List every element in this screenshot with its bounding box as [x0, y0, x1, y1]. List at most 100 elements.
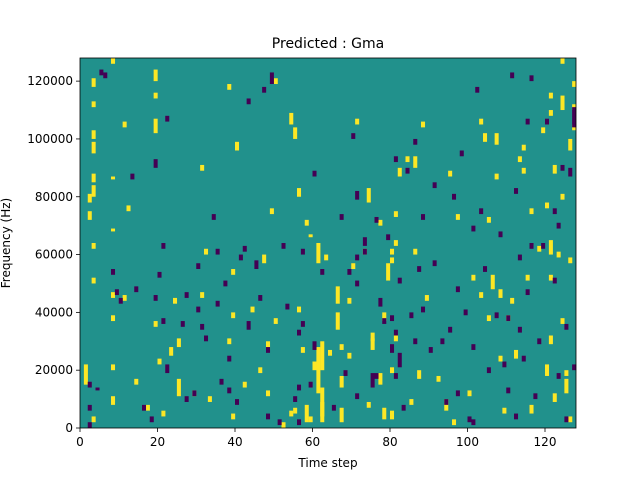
heatmap-cell-high: [521, 167, 526, 174]
heatmap-cell-high: [153, 118, 158, 134]
heatmap-cell-low: [254, 260, 259, 270]
heatmap-cell-low: [421, 214, 426, 220]
heatmap-cell-high: [273, 78, 278, 85]
heatmap-cell-low: [525, 289, 530, 296]
heatmap-cell-low: [153, 295, 158, 301]
heatmap-cell-high: [235, 141, 240, 151]
heatmap-cell-high: [351, 263, 356, 270]
heatmap-cell-low: [153, 159, 158, 168]
heatmap-cell-low: [556, 222, 561, 229]
heatmap-cell-high: [157, 358, 162, 365]
heatmap-cell-high: [281, 422, 286, 428]
heatmap-cell-high: [273, 318, 278, 324]
heatmap-cell-low: [390, 315, 395, 322]
heatmap-cell-low: [165, 364, 170, 374]
heatmap-cell-high: [134, 378, 139, 385]
heatmap-cell-low: [355, 393, 360, 400]
heatmap-cell-high: [490, 274, 495, 290]
heatmap-cell-high: [258, 367, 263, 374]
heatmap-cell-high: [393, 240, 398, 246]
heatmap-cell-low: [331, 404, 336, 411]
heatmap-cell-high: [548, 335, 553, 345]
heatmap-cell-low: [215, 300, 220, 307]
heatmap-cell-low: [397, 277, 402, 284]
heatmap-cell-high: [308, 416, 313, 423]
heatmap-cell-high: [335, 286, 340, 304]
heatmap-cell-low: [393, 156, 398, 163]
heatmap-cell-high: [413, 248, 418, 255]
heatmap-cell-low: [514, 188, 519, 194]
heatmap-cell-low: [448, 326, 453, 333]
heatmap-cell-low: [103, 72, 108, 79]
heatmap-cell-low: [483, 266, 488, 272]
heatmap-cell-high: [91, 78, 96, 87]
heatmap-cell-low: [320, 269, 325, 275]
heatmap-cell-low: [362, 248, 367, 255]
x-tick-label: 120: [534, 435, 557, 449]
heatmap-cell-high: [328, 349, 333, 356]
heatmap-cell-low: [568, 167, 573, 177]
heatmap-cell-high: [421, 121, 426, 128]
heatmap-cell-low: [467, 416, 472, 423]
heatmap-cell-low: [246, 98, 251, 105]
heatmap-cell-low: [351, 133, 356, 139]
heatmap-cell-low: [223, 280, 228, 287]
heatmap-cell-high: [502, 407, 507, 414]
heatmap-cell-high: [339, 375, 344, 388]
heatmap-cell-high: [250, 306, 255, 313]
heatmap-cell-high: [390, 248, 395, 255]
heatmap-cell-low: [517, 254, 522, 261]
heatmap-cell-high: [153, 321, 158, 327]
heatmap-cell-low: [300, 248, 305, 255]
heatmap-cell-low: [355, 190, 360, 200]
heatmap-cell-low: [405, 167, 410, 174]
heatmap-cell-low: [471, 419, 476, 426]
heatmap-cell-high: [83, 364, 88, 385]
heatmap-cell-high: [390, 410, 395, 420]
heatmap-cell-high: [161, 410, 166, 417]
heatmap-cell-high: [339, 407, 344, 423]
heatmap-cell-high: [386, 263, 391, 281]
heatmap-cell-high: [409, 399, 414, 405]
heatmap-cell-high: [111, 315, 116, 322]
heatmap-cell-low: [149, 416, 154, 423]
heatmap-cell-high: [548, 274, 553, 281]
heatmap-cell-low: [281, 243, 286, 249]
heatmap-cell-low: [444, 399, 449, 405]
heatmap-cell-high: [200, 164, 205, 171]
y-tick-label: 40000: [35, 305, 73, 319]
heatmap-cell-high: [297, 188, 302, 197]
heatmap-cell-high: [448, 170, 453, 177]
heatmap-cell-high: [572, 124, 577, 131]
heatmap-cell-high: [320, 341, 325, 371]
heatmap-cell-low: [471, 344, 476, 350]
heatmap-cell-low: [142, 404, 147, 411]
heatmap-cell-low: [227, 355, 232, 362]
heatmap-cell-high: [452, 419, 457, 426]
heatmap-cell-high: [169, 347, 174, 356]
heatmap-cell-low: [362, 237, 367, 246]
heatmap-cell-low: [242, 245, 247, 252]
heatmap-cell-low: [300, 321, 305, 327]
heatmap-cell-high: [548, 92, 553, 99]
heatmap-cell-low: [215, 248, 220, 255]
heatmap-cell-low: [118, 297, 123, 304]
heatmap-cell-high: [91, 277, 96, 284]
heatmap-cell-high: [111, 399, 116, 405]
heatmap-cell-high: [556, 251, 561, 258]
heatmap-cell-low: [99, 69, 104, 76]
heatmap-cell-high: [145, 404, 150, 411]
heatmap-cell-high: [126, 205, 131, 212]
heatmap-cell-high: [529, 208, 534, 215]
heatmap-cell-high: [498, 355, 503, 362]
heatmap-cell-high: [370, 332, 375, 342]
heatmap-cell-low: [246, 321, 251, 330]
y-tick-label: 60000: [35, 248, 73, 262]
heatmap-cell-low: [386, 234, 391, 241]
heatmap-cell-low: [502, 361, 507, 368]
heatmap-cell-high: [560, 318, 565, 324]
heatmap-cell-high: [471, 274, 476, 281]
heatmap-cell-high: [308, 234, 313, 238]
plot-frame: [79, 57, 577, 429]
heatmap-cell-low: [312, 170, 317, 177]
